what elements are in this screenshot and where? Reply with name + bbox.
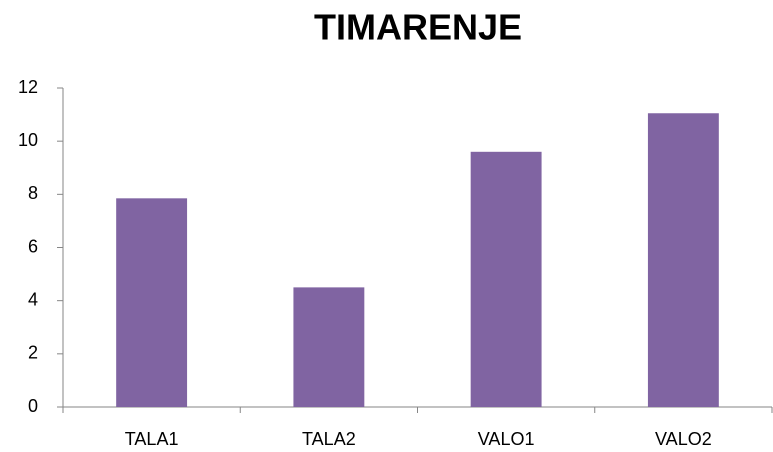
x-tick-label: VALO2 bbox=[655, 429, 712, 449]
y-tick-label: 10 bbox=[18, 130, 38, 150]
bar bbox=[470, 151, 542, 407]
y-tick-label: 0 bbox=[28, 396, 38, 416]
y-tick-label: 6 bbox=[28, 236, 38, 256]
x-tick-label: TALA2 bbox=[302, 429, 356, 449]
y-tick-label: 2 bbox=[28, 343, 38, 363]
bar bbox=[116, 198, 188, 407]
x-tick-label: VALO1 bbox=[478, 429, 535, 449]
chart-title: TIMARENJE bbox=[314, 7, 522, 48]
y-tick-label: 4 bbox=[28, 289, 38, 309]
bar bbox=[647, 113, 719, 408]
y-tick-label: 12 bbox=[18, 77, 38, 97]
bar bbox=[293, 287, 365, 407]
y-tick-label: 8 bbox=[28, 183, 38, 203]
x-tick-label: TALA1 bbox=[125, 429, 179, 449]
